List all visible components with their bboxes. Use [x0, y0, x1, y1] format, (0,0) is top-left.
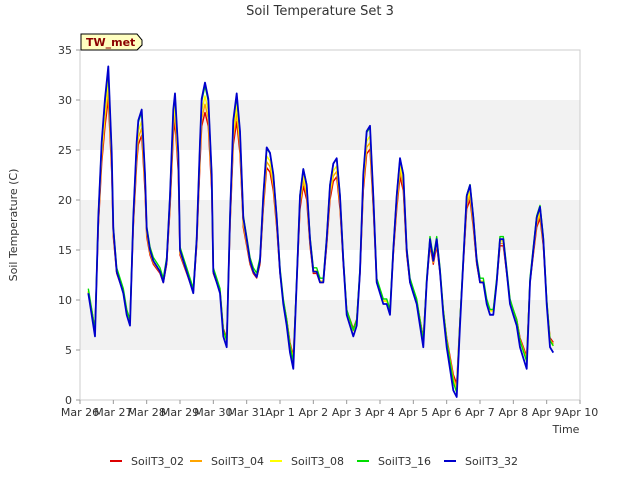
series-line-soilt3_32: [87, 65, 555, 398]
x-tick-label: Mar 30: [194, 406, 232, 419]
x-tick-label: Apr 2: [299, 406, 329, 419]
grid-band: [80, 300, 580, 350]
x-tick-label: Mar 26: [61, 406, 99, 419]
x-tick-label: Apr 1: [265, 406, 295, 419]
legend-label: SoilT3_16: [378, 455, 431, 468]
x-tick-label: Apr 8: [499, 406, 529, 419]
tw-met-badge: TW_met: [80, 33, 143, 51]
y-axis-label: Soil Temperature (C): [7, 169, 20, 282]
legend-label: SoilT3_32: [465, 455, 518, 468]
x-tick-label: Apr 3: [332, 406, 362, 419]
legend-label: SoilT3_04: [211, 455, 264, 468]
plot-frame: [79, 49, 581, 401]
x-tick-label: Apr 10: [562, 406, 599, 419]
legend-label: SoilT3_08: [291, 455, 344, 468]
y-tick-label: 25: [58, 144, 72, 157]
series-lines: [87, 65, 555, 398]
y-tick-label: 10: [58, 294, 72, 307]
x-tick-label: Mar 27: [94, 406, 132, 419]
x-axis-label: Time: [552, 423, 580, 436]
y-tick-label: 20: [58, 194, 72, 207]
x-tick-label: Mar 28: [128, 406, 166, 419]
x-tick-label: Mar 29: [161, 406, 199, 419]
y-tick-label: 5: [65, 344, 72, 357]
legend-label: SoilT3_02: [131, 455, 184, 468]
y-tick-label: 15: [58, 244, 72, 257]
x-tick-label: Apr 5: [399, 406, 429, 419]
grid-band: [80, 100, 580, 150]
grid-bands: [80, 100, 580, 350]
badge-label: TW_met: [86, 36, 135, 49]
y-tick-label: 0: [65, 394, 72, 407]
x-tick-label: Apr 9: [532, 406, 562, 419]
x-tick-label: Apr 7: [465, 406, 495, 419]
y-tick-label: 30: [58, 94, 72, 107]
x-tick-label: Apr 4: [365, 406, 395, 419]
chart-title: Soil Temperature Set 3: [246, 4, 394, 19]
x-tick-label: Apr 6: [432, 406, 462, 419]
y-tick-label: 35: [58, 44, 72, 57]
x-tick-label: Mar 31: [228, 406, 266, 419]
legend: SoilT3_02 SoilT3_04 SoilT3_08 SoilT3_16 Soil…: [110, 455, 518, 468]
